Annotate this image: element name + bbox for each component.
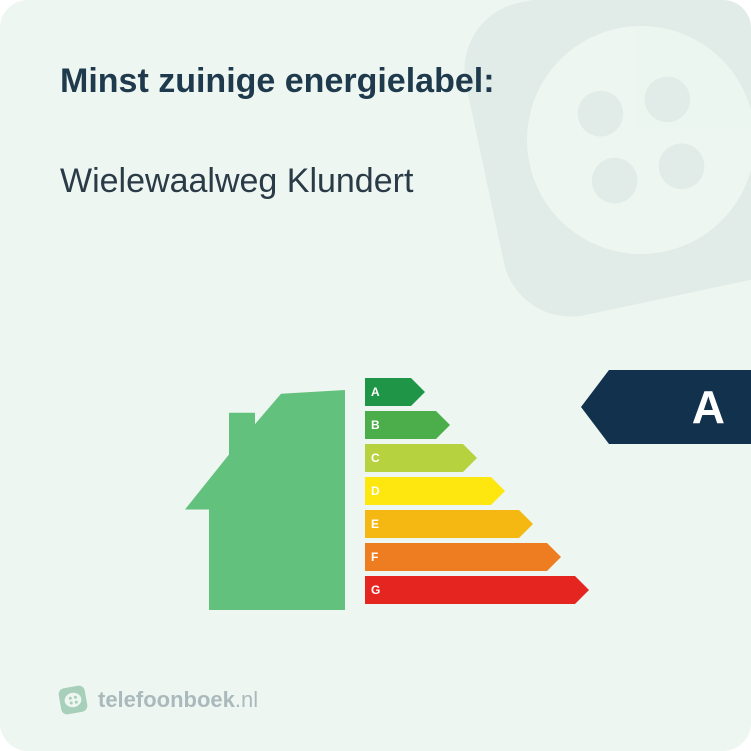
- house-icon: [185, 390, 360, 610]
- energy-bar-label: B: [371, 418, 380, 432]
- energy-bar-a: A: [365, 378, 589, 406]
- footer-brand-thin: .nl: [235, 687, 258, 712]
- page-title: Minst zuinige energielabel:: [60, 62, 495, 101]
- energy-bar-f: F: [365, 543, 589, 571]
- energy-bar-label: C: [371, 451, 380, 465]
- energy-bar-label: D: [371, 484, 380, 498]
- energy-bar-label: F: [371, 550, 379, 564]
- energy-chart: A B C D E F G: [200, 378, 560, 610]
- footer: telefoonboek.nl: [58, 685, 258, 715]
- footer-logo-icon: [58, 685, 88, 715]
- address-line: Wielewaalweg Klundert: [60, 162, 413, 201]
- energy-bars: A B C D E F G: [365, 378, 589, 609]
- energy-bar-label: A: [371, 385, 380, 399]
- energy-bar-d: D: [365, 477, 589, 505]
- footer-brand: telefoonboek.nl: [98, 687, 258, 713]
- footer-brand-bold: telefoonboek: [98, 687, 235, 712]
- result-badge-shape: [581, 370, 751, 444]
- energy-bar-g: G: [365, 576, 589, 604]
- energy-bar-c: C: [365, 444, 589, 472]
- energy-bar-e: E: [365, 510, 589, 538]
- card: Minst zuinige energielabel: Wielewaalweg…: [0, 0, 751, 751]
- watermark-icon: [416, 0, 751, 365]
- result-letter: A: [692, 384, 725, 430]
- result-badge: A: [581, 370, 751, 444]
- energy-bar-label: E: [371, 517, 380, 531]
- energy-bar-label: G: [371, 583, 381, 597]
- energy-bar-b: B: [365, 411, 589, 439]
